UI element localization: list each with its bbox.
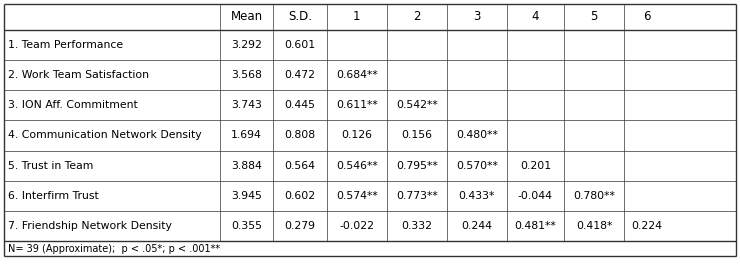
Text: 0.546**: 0.546**	[336, 161, 377, 171]
Text: N= 39 (Approximate);  p < .05*; p < .001**: N= 39 (Approximate); p < .05*; p < .001*…	[8, 244, 220, 254]
Text: 0.445: 0.445	[285, 100, 315, 110]
Text: 3.945: 3.945	[231, 191, 262, 201]
Text: 0.780**: 0.780**	[573, 191, 615, 201]
Text: 0.795**: 0.795**	[396, 161, 438, 171]
Text: 4: 4	[531, 11, 539, 23]
Text: 0.418*: 0.418*	[576, 221, 612, 231]
Text: 0.224: 0.224	[631, 221, 662, 231]
Text: Mean: Mean	[231, 11, 263, 23]
Text: 6: 6	[643, 11, 650, 23]
Text: 3.743: 3.743	[231, 100, 262, 110]
Text: 0.244: 0.244	[461, 221, 492, 231]
Text: 3. ION Aff. Commitment: 3. ION Aff. Commitment	[8, 100, 138, 110]
Text: 0.433*: 0.433*	[459, 191, 495, 201]
Text: 2. Work Team Satisfaction: 2. Work Team Satisfaction	[8, 70, 149, 80]
Text: 0.355: 0.355	[231, 221, 262, 231]
Text: 0.480**: 0.480**	[456, 130, 498, 140]
Text: 0.126: 0.126	[341, 130, 372, 140]
Text: 0.601: 0.601	[285, 40, 316, 50]
Text: 3.292: 3.292	[231, 40, 262, 50]
Text: 6. Interfirm Trust: 6. Interfirm Trust	[8, 191, 98, 201]
Text: 3.568: 3.568	[231, 70, 262, 80]
Text: 5. Trust in Team: 5. Trust in Team	[8, 161, 93, 171]
Text: 2: 2	[413, 11, 420, 23]
Text: 0.602: 0.602	[285, 191, 316, 201]
Text: 0.542**: 0.542**	[396, 100, 438, 110]
Text: -0.044: -0.044	[518, 191, 553, 201]
Text: 1: 1	[353, 11, 360, 23]
Text: 3.884: 3.884	[231, 161, 262, 171]
Text: 0.773**: 0.773**	[396, 191, 438, 201]
Text: 7. Friendship Network Density: 7. Friendship Network Density	[8, 221, 172, 231]
Text: S.D.: S.D.	[288, 11, 312, 23]
Text: 5: 5	[591, 11, 598, 23]
Text: 0.570**: 0.570**	[456, 161, 498, 171]
Text: 0.481**: 0.481**	[514, 221, 556, 231]
Text: 0.201: 0.201	[520, 161, 551, 171]
Text: 0.332: 0.332	[401, 221, 432, 231]
Text: 0.564: 0.564	[285, 161, 315, 171]
Text: -0.022: -0.022	[340, 221, 374, 231]
Text: 0.472: 0.472	[285, 70, 315, 80]
Text: 0.279: 0.279	[285, 221, 315, 231]
Text: 0.808: 0.808	[285, 130, 316, 140]
Text: 0.611**: 0.611**	[336, 100, 377, 110]
Text: 1.694: 1.694	[231, 130, 262, 140]
Text: 1. Team Performance: 1. Team Performance	[8, 40, 123, 50]
Text: 0.156: 0.156	[401, 130, 432, 140]
Text: 0.574**: 0.574**	[336, 191, 377, 201]
Text: 0.684**: 0.684**	[336, 70, 377, 80]
Text: 3: 3	[473, 11, 480, 23]
Text: 4. Communication Network Density: 4. Communication Network Density	[8, 130, 201, 140]
